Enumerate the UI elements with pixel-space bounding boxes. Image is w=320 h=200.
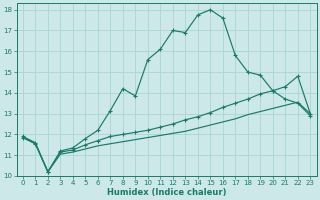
X-axis label: Humidex (Indice chaleur): Humidex (Indice chaleur) <box>107 188 226 197</box>
